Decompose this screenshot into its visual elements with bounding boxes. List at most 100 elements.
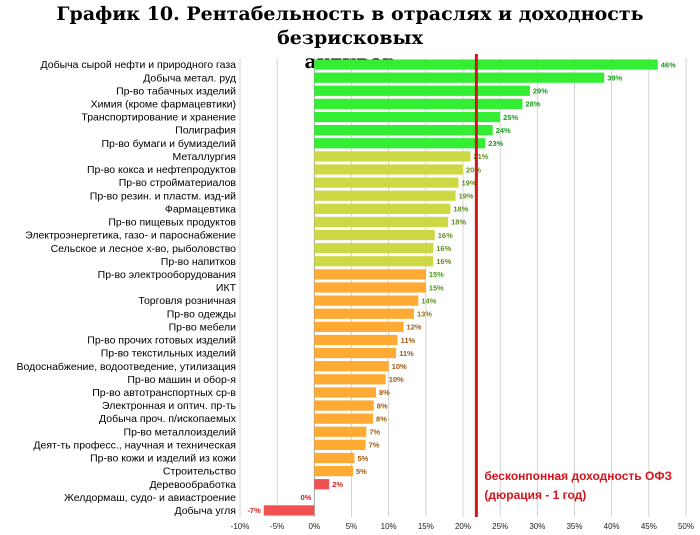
x-tick-label: 30% xyxy=(529,522,545,531)
category-label: Добыча сырой нефти и природного газа xyxy=(41,59,237,71)
data-label: 18% xyxy=(451,218,466,227)
bar xyxy=(314,347,397,359)
data-label: 12% xyxy=(407,323,422,332)
bar xyxy=(314,413,374,424)
data-label: 25% xyxy=(503,113,518,122)
bar xyxy=(314,164,463,175)
bar xyxy=(314,361,389,372)
data-label: 11% xyxy=(401,336,416,345)
category-label: Пр-во кокса и нефтепродуктов xyxy=(87,164,236,176)
bar xyxy=(314,229,435,241)
x-tick-label: 15% xyxy=(418,522,434,531)
category-label: Деревообработка xyxy=(149,479,236,491)
x-tick-label: 50% xyxy=(678,522,694,531)
bar xyxy=(314,308,414,319)
bar xyxy=(314,321,404,332)
data-label: 29% xyxy=(533,87,548,96)
data-label: 19% xyxy=(459,192,474,201)
category-label: Пр-во стройматериалов xyxy=(119,177,237,189)
category-label: Транспортирование и хранение xyxy=(81,112,236,124)
data-label: 14% xyxy=(421,296,436,305)
data-label: 5% xyxy=(357,454,368,463)
bar xyxy=(314,111,501,123)
bar xyxy=(314,216,449,228)
data-label: 0% xyxy=(300,493,311,502)
category-label: Строительство xyxy=(163,466,236,478)
category-label: Пр-во текстильных изделий xyxy=(101,348,236,360)
category-label: Пр-во машин и обор-я xyxy=(127,374,236,386)
category-label: Пр-во металлоизделий xyxy=(124,426,237,438)
data-labels: 46% 39% 29% 28% 25% 24% 23%21% 20% 19% 19% 18% 18% 1… xyxy=(247,60,676,515)
bar xyxy=(314,85,530,96)
data-label: 8% xyxy=(376,414,387,423)
x-tick-label: 10% xyxy=(381,522,397,531)
x-tick-label: 45% xyxy=(641,522,657,531)
category-label: ИКТ xyxy=(216,282,237,294)
x-tick-label: 40% xyxy=(604,522,620,531)
data-label: 19% xyxy=(462,178,477,187)
data-label: 16% xyxy=(436,244,451,253)
data-label: 8% xyxy=(377,401,388,410)
x-tick-label: -5% xyxy=(270,522,284,531)
category-label: Фармацевтика xyxy=(165,203,236,215)
category-label: Пр-во напитков xyxy=(161,256,237,268)
category-label: Химия (кроме фармацевтики) xyxy=(91,99,236,111)
x-tick-label: 35% xyxy=(566,522,582,531)
category-labels: Добыча сырой нефти и природного газаДобы… xyxy=(16,59,236,517)
data-label: 28% xyxy=(525,100,540,109)
data-label: 18% xyxy=(453,205,468,214)
data-label: 13% xyxy=(417,310,432,319)
category-label: Торговля розничная xyxy=(138,295,236,307)
x-tick-label: 5% xyxy=(346,522,358,531)
bar xyxy=(314,387,377,398)
category-label: Пр-во бумаги и бумизделий xyxy=(101,138,236,150)
bar xyxy=(314,151,471,162)
data-label: 15% xyxy=(429,283,444,292)
category-label: Добыча метал. руд xyxy=(143,72,236,84)
bar xyxy=(314,465,353,477)
category-label: Добыча угля xyxy=(174,505,236,517)
category-label: Пр-во автотранспортных ср-в xyxy=(92,387,236,399)
bar xyxy=(314,138,486,149)
category-label: Сельское и лесное х-во, рыболовство xyxy=(51,243,237,255)
bars xyxy=(263,59,658,516)
category-label: Пр-во табачных изделий xyxy=(116,85,236,97)
data-label: 15% xyxy=(429,270,444,279)
data-label: -7% xyxy=(247,506,261,515)
chart-title-line1: График 10. Рентабельность в отраслях и д… xyxy=(56,3,644,49)
x-axis-tick-labels: -10% -5% 0% 5% 10% 15% 20% 25% 30% 35% 40% 45% 50% xyxy=(231,522,694,531)
bar xyxy=(314,452,355,464)
category-label: Деят-ть професс., научная и техническая xyxy=(33,439,236,451)
category-label: Электронная и оптич. пр-ть xyxy=(102,400,237,412)
data-label: 16% xyxy=(436,257,451,266)
data-label: 8% xyxy=(379,388,390,397)
data-label: 7% xyxy=(369,428,380,437)
x-tick-label: 20% xyxy=(455,522,471,531)
data-label: 11% xyxy=(399,349,414,358)
category-label: Пр-во прочих готовых изделий xyxy=(87,335,236,347)
bar xyxy=(314,295,419,306)
category-label: Пр-во резин. и пластм. изд-ий xyxy=(90,190,236,202)
bar xyxy=(314,203,451,214)
category-label: Пр-во одежды xyxy=(167,308,236,320)
bar xyxy=(263,505,315,516)
bar xyxy=(314,125,493,136)
category-label: Желдормаш, судо- и авиастроение xyxy=(64,492,236,504)
ofz-annotation-line2: (дюрация - 1 год) xyxy=(484,488,586,502)
data-label: 46% xyxy=(661,60,676,69)
data-label: 5% xyxy=(356,467,367,476)
x-tick-label: -10% xyxy=(231,522,250,531)
category-label: Пр-во пищевых продуктов xyxy=(108,217,236,229)
bar xyxy=(314,426,367,437)
category-label: Водоснабжение, водоотведение, утилизация xyxy=(16,361,236,373)
data-label: 24% xyxy=(496,126,511,135)
ofz-annotation-line1: бесконпонная доходность ОФЗ xyxy=(484,469,672,483)
bar xyxy=(314,59,658,70)
bar xyxy=(314,190,456,201)
bar xyxy=(314,98,523,110)
bar xyxy=(314,479,330,490)
category-label: Добыча проч. п/ископаемых xyxy=(99,413,237,425)
data-label: 21% xyxy=(473,152,488,161)
bar xyxy=(314,282,426,293)
